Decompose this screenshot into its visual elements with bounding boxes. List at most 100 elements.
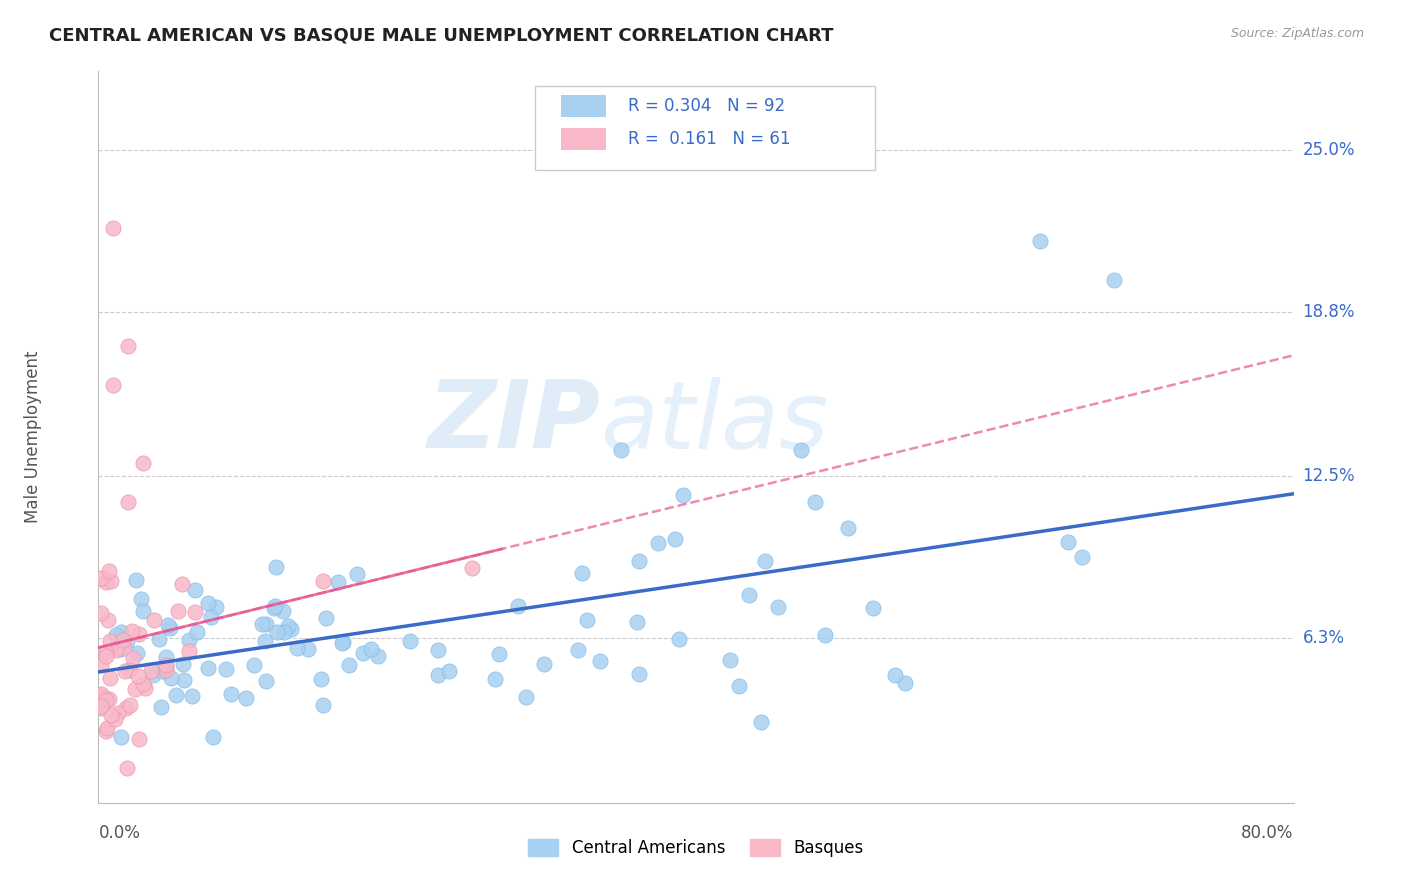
Point xyxy=(399,634,422,648)
Point xyxy=(127,669,149,683)
Point xyxy=(120,698,142,713)
Point xyxy=(862,600,884,615)
Point xyxy=(186,624,208,639)
Point xyxy=(103,377,125,392)
Point xyxy=(94,691,117,706)
Point xyxy=(219,687,242,701)
Point xyxy=(110,642,132,657)
Point xyxy=(1056,535,1078,549)
Point xyxy=(515,690,537,704)
Point xyxy=(104,712,127,726)
Point xyxy=(328,575,350,590)
Bar xyxy=(561,128,606,150)
Point xyxy=(155,663,177,677)
FancyBboxPatch shape xyxy=(534,86,876,170)
Text: R =  0.161   N = 61: R = 0.161 N = 61 xyxy=(628,129,790,148)
Point xyxy=(426,642,449,657)
Point xyxy=(172,657,194,672)
Point xyxy=(754,554,776,568)
Point xyxy=(131,591,153,606)
Point xyxy=(297,641,319,656)
Point xyxy=(132,456,155,470)
Point xyxy=(121,624,143,638)
Point xyxy=(90,687,112,701)
Point xyxy=(150,664,173,678)
Point xyxy=(124,681,146,696)
Point xyxy=(266,625,288,640)
Point xyxy=(277,618,299,632)
Point xyxy=(90,693,112,707)
Text: 80.0%: 80.0% xyxy=(1241,823,1294,842)
Point xyxy=(103,221,125,235)
Point xyxy=(90,701,112,715)
Text: 6.3%: 6.3% xyxy=(1302,629,1344,648)
Point xyxy=(254,616,277,631)
Point xyxy=(184,582,207,597)
Point xyxy=(142,668,165,682)
Point xyxy=(273,625,295,640)
Point xyxy=(312,698,335,712)
Point xyxy=(242,657,264,672)
Point xyxy=(789,443,811,458)
Point xyxy=(254,674,277,689)
Point xyxy=(115,700,138,714)
Point xyxy=(263,601,285,615)
Point xyxy=(814,628,837,642)
Point xyxy=(132,677,155,691)
Point xyxy=(134,681,156,695)
Point xyxy=(90,657,112,672)
Text: atlas: atlas xyxy=(600,377,828,468)
Point xyxy=(90,693,112,707)
Point xyxy=(804,495,827,509)
Point xyxy=(1028,234,1050,248)
Point xyxy=(132,604,155,618)
Point xyxy=(626,615,648,629)
Point xyxy=(749,714,772,729)
Point xyxy=(737,588,759,602)
Point xyxy=(117,339,139,353)
Point xyxy=(894,676,917,690)
Point xyxy=(235,691,257,706)
Point xyxy=(437,664,460,678)
Point xyxy=(588,654,610,668)
Point xyxy=(159,671,181,685)
Point xyxy=(167,604,190,618)
Point xyxy=(197,661,219,675)
Point xyxy=(346,566,368,581)
Point xyxy=(110,731,132,745)
Point xyxy=(172,577,194,591)
Point xyxy=(488,647,510,661)
Point xyxy=(149,700,172,714)
Point xyxy=(121,651,143,665)
Point xyxy=(461,560,484,574)
Point xyxy=(337,657,360,672)
Point xyxy=(143,613,166,627)
Point xyxy=(253,634,276,648)
Point xyxy=(576,613,599,627)
Point xyxy=(508,599,530,614)
Point xyxy=(315,610,337,624)
Point xyxy=(112,641,135,656)
Point xyxy=(96,721,118,735)
Point xyxy=(215,662,238,676)
Point xyxy=(165,688,187,702)
Point xyxy=(200,610,222,624)
Point xyxy=(180,689,202,703)
Point xyxy=(100,707,122,722)
Point xyxy=(837,521,859,535)
Point xyxy=(110,625,132,640)
Point xyxy=(426,668,449,682)
Point xyxy=(567,642,589,657)
Point xyxy=(197,596,219,610)
Point xyxy=(204,599,226,614)
Point xyxy=(184,606,207,620)
Text: ZIP: ZIP xyxy=(427,376,600,468)
Point xyxy=(177,633,200,648)
Point xyxy=(533,657,555,672)
Point xyxy=(311,574,333,588)
Point xyxy=(96,648,118,663)
Point xyxy=(664,532,686,546)
Point xyxy=(718,653,741,667)
Point xyxy=(1104,273,1126,287)
Point xyxy=(114,665,136,679)
